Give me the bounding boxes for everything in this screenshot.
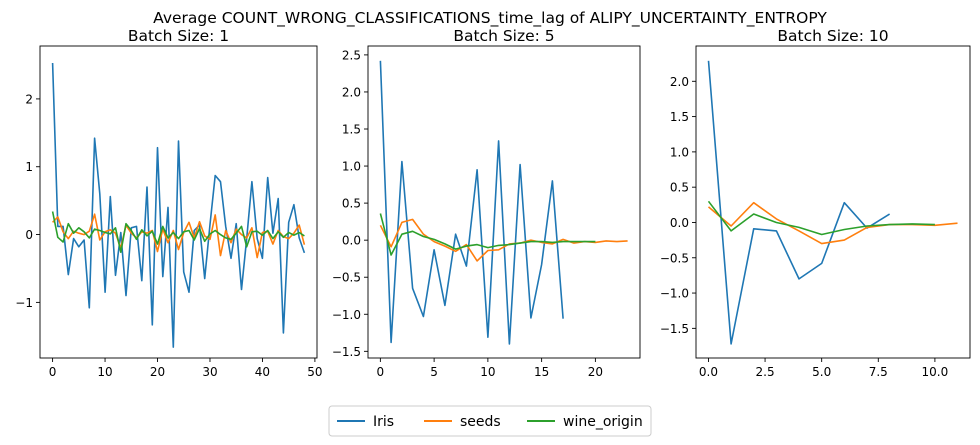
- y-tick-label: 0: [25, 228, 33, 242]
- y-tick-label: 1.0: [342, 160, 361, 174]
- y-tick-label: −1.5: [332, 345, 361, 359]
- figure-title: Average COUNT_WRONG_CLASSIFICATIONS_time…: [153, 9, 827, 28]
- subplot-1: Batch Size: 1 0 10 20 30 40 50 −1 0 1 2: [15, 27, 322, 379]
- x-tick-label: 0: [49, 365, 57, 379]
- x-tick-label: 0: [377, 365, 385, 379]
- y-tick-label: 2: [25, 92, 33, 106]
- subplot-title: Batch Size: 1: [128, 27, 229, 45]
- x-tick-label: 7.5: [869, 365, 888, 379]
- x-tick-label: 5.0: [812, 365, 831, 379]
- series-line-seeds: [52, 213, 306, 259]
- x-tick-label: 50: [307, 365, 322, 379]
- y-tick-label: 1.5: [670, 110, 689, 124]
- axes-frame: [695, 45, 971, 359]
- series-line-wine-origin: [379, 213, 596, 256]
- y-tick-label: 1.5: [342, 123, 361, 137]
- x-tick-label: 40: [255, 365, 270, 379]
- series-line-iris: [379, 60, 564, 345]
- y-tick-label: −1.0: [660, 287, 689, 301]
- subplot-title: Batch Size: 5: [453, 27, 554, 45]
- y-tick-label: −1.5: [660, 322, 689, 336]
- subplot-3: Batch Size: 10 0.0 2.5 5.0 7.5 10.0 −1.5 −1.0 −0…: [660, 27, 971, 379]
- legend-label-seeds: seeds: [460, 414, 501, 430]
- y-tick-label: −1: [15, 296, 33, 310]
- x-tick-label: 2.5: [756, 365, 775, 379]
- y-tick-label: 1.0: [670, 145, 689, 159]
- subplot-title: Batch Size: 10: [777, 27, 888, 45]
- x-tick-label: 5: [430, 365, 438, 379]
- x-tick-label: 10: [480, 365, 495, 379]
- axes-frame: [367, 45, 641, 359]
- x-tick-label: 20: [588, 365, 603, 379]
- x-tick-label: 30: [202, 365, 217, 379]
- axes-frame: [39, 45, 318, 359]
- y-tick-label: −0.5: [660, 251, 689, 265]
- y-tick-label: −1.0: [332, 308, 361, 322]
- subplot-2: Batch Size: 5 0 5 10 15 20 −1.5 −1.0 −0.5 0.0 0.5 1…: [332, 27, 641, 379]
- legend-label-wine-origin: wine_origin: [563, 414, 643, 430]
- y-tick-label: 0.5: [342, 197, 361, 211]
- x-tick-label: 10.0: [922, 365, 949, 379]
- y-tick-label: 1: [25, 160, 33, 174]
- series-line-wine-origin: [707, 200, 935, 236]
- y-tick-label: 0.0: [670, 216, 689, 230]
- legend-frame: [328, 405, 652, 437]
- y-tick-label: 0.5: [670, 181, 689, 195]
- x-tick-label: 20: [150, 365, 165, 379]
- y-tick-label: 2.0: [670, 75, 689, 89]
- y-tick-label: 2.5: [342, 48, 361, 62]
- x-tick-label: 0.0: [699, 365, 718, 379]
- y-tick-label: −0.5: [332, 271, 361, 285]
- legend-label-iris: Iris: [373, 414, 394, 430]
- legend: Iris seeds wine_origin: [328, 405, 652, 437]
- y-tick-label: 0.0: [342, 234, 361, 248]
- y-tick-label: 2.0: [342, 85, 361, 99]
- x-tick-label: 10: [97, 365, 112, 379]
- series-line-iris: [707, 60, 891, 345]
- series-line-seeds: [707, 201, 958, 245]
- series-line-wine-origin: [51, 211, 305, 253]
- x-tick-label: 15: [534, 365, 549, 379]
- series-line-iris: [51, 62, 306, 348]
